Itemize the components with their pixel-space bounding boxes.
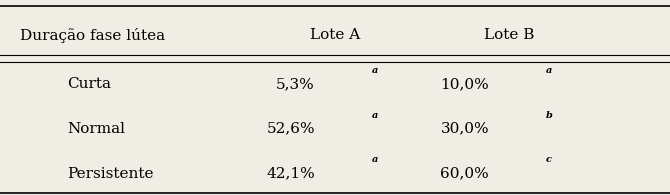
Text: b: b <box>546 111 553 120</box>
Text: Duração fase lútea: Duração fase lútea <box>20 28 165 43</box>
Text: a: a <box>546 66 553 75</box>
Text: c: c <box>546 155 552 164</box>
Text: 5,3%: 5,3% <box>276 77 315 91</box>
Text: 52,6%: 52,6% <box>266 122 315 136</box>
Text: 10,0%: 10,0% <box>440 77 489 91</box>
Text: 60,0%: 60,0% <box>440 167 489 181</box>
Text: 30,0%: 30,0% <box>440 122 489 136</box>
Text: a: a <box>372 111 379 120</box>
Text: Lote B: Lote B <box>484 28 535 42</box>
Text: Lote A: Lote A <box>310 28 360 42</box>
Text: Curta: Curta <box>67 77 111 91</box>
Text: a: a <box>372 155 379 164</box>
Text: Persistente: Persistente <box>67 167 153 181</box>
Text: a: a <box>372 66 379 75</box>
Text: 42,1%: 42,1% <box>266 167 315 181</box>
Text: Normal: Normal <box>67 122 125 136</box>
